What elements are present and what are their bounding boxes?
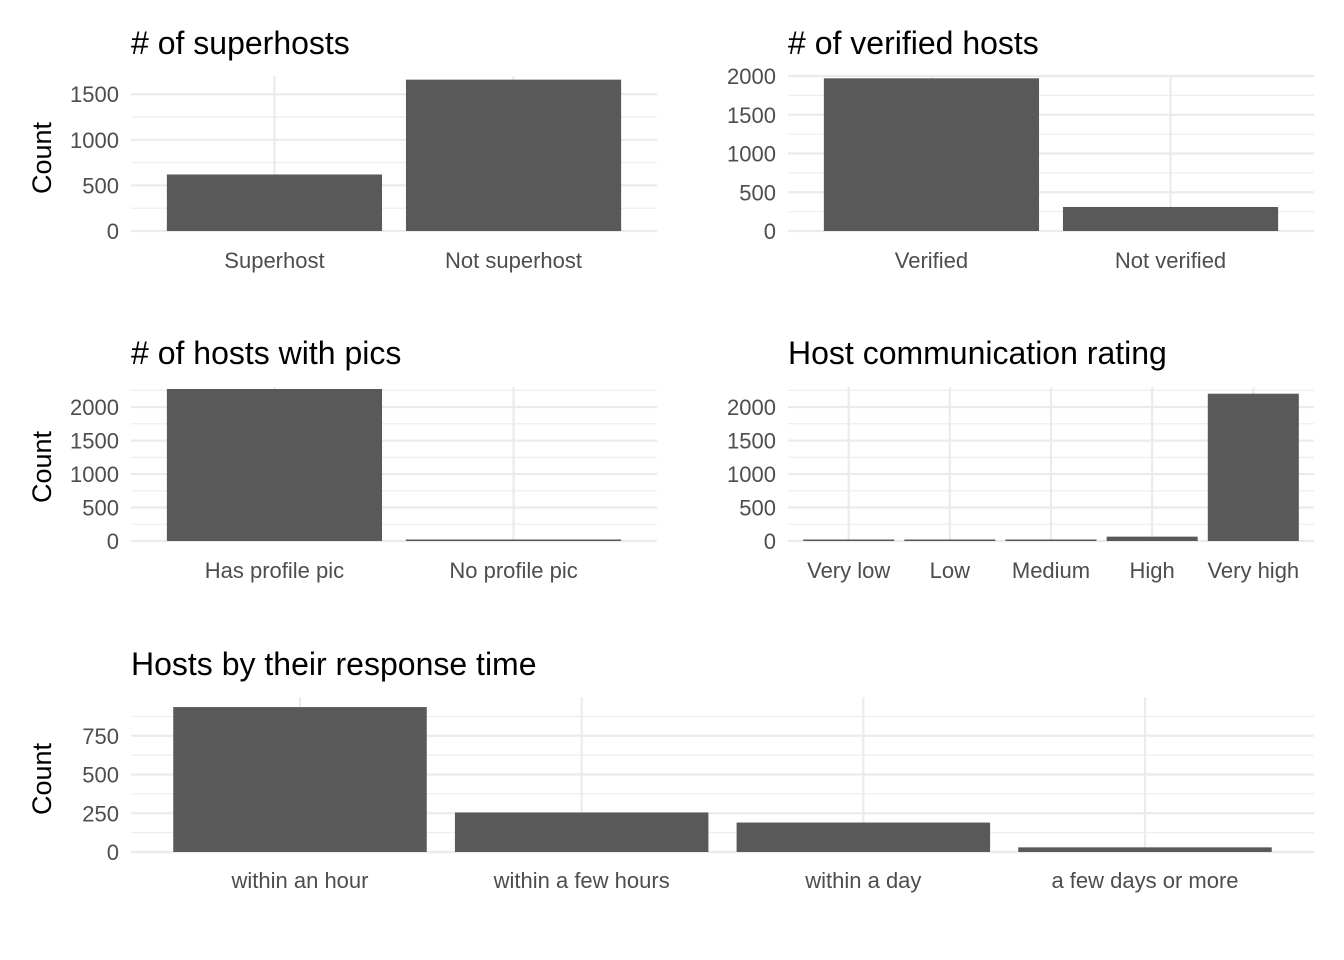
x-tick-label: High	[1130, 558, 1175, 583]
chart-title: # of superhosts	[131, 25, 350, 61]
x-tick-label: within an hour	[231, 868, 369, 893]
y-tick-label: 500	[82, 496, 119, 521]
bar	[405, 79, 622, 231]
x-tick-label: Very low	[807, 558, 890, 583]
y-tick-label: 500	[739, 180, 776, 205]
y-tick-label: 2000	[727, 64, 776, 89]
y-tick-label: 1500	[70, 429, 119, 454]
bar	[1207, 393, 1299, 541]
chart-panel-communication: Host communication rating 0 500 1000 1500 20…	[727, 335, 1314, 583]
y-tick-label: 1000	[727, 462, 776, 487]
y-tick-label: 500	[82, 173, 119, 198]
chart-panel-pics: # of hosts with pics Count 0 500 1000 1500 2…	[27, 335, 657, 583]
y-tick-label: 0	[764, 529, 776, 554]
bar	[166, 174, 383, 231]
x-tick-label: Verified	[895, 248, 968, 273]
bar	[1062, 206, 1279, 231]
chart-title: Host communication rating	[788, 335, 1167, 371]
bar	[736, 822, 991, 852]
x-tick-label: Has profile pic	[205, 558, 344, 583]
chart-title: Hosts by their response time	[131, 646, 537, 682]
y-tick-label: 2000	[727, 395, 776, 420]
x-tick-label: Low	[930, 558, 970, 583]
bar	[1005, 539, 1097, 541]
y-axis-label: Count	[27, 121, 57, 194]
x-tick-label: within a day	[804, 868, 921, 893]
bar	[823, 78, 1040, 231]
y-tick-label: 1500	[727, 103, 776, 128]
chart-title: # of verified hosts	[788, 25, 1039, 61]
y-tick-label: 2000	[70, 395, 119, 420]
y-tick-label: 0	[107, 840, 119, 865]
x-tick-label: Very high	[1207, 558, 1299, 583]
x-tick-label: No profile pic	[449, 558, 577, 583]
chart-panel-superhosts: # of superhosts Count 0 500 1000 1500 Superh…	[27, 25, 657, 273]
chart-panel-response: Hosts by their response time Count 0 250 5…	[27, 646, 1314, 893]
y-tick-label: 500	[82, 763, 119, 788]
bar	[405, 539, 622, 541]
bar	[1018, 847, 1272, 852]
x-tick-label: a few days or more	[1051, 868, 1238, 893]
x-tick-label: Not verified	[1115, 248, 1226, 273]
y-tick-label: 0	[107, 219, 119, 244]
y-tick-label: 500	[739, 496, 776, 521]
y-tick-label: 1000	[727, 142, 776, 167]
y-tick-label: 1000	[70, 462, 119, 487]
bar	[166, 389, 383, 541]
y-tick-label: 0	[107, 529, 119, 554]
y-tick-label: 0	[764, 219, 776, 244]
bar	[173, 707, 427, 852]
bar	[803, 539, 895, 541]
y-tick-label: 250	[82, 801, 119, 826]
y-axis-label: Count	[27, 742, 57, 815]
bar	[904, 539, 996, 541]
x-tick-label: Medium	[1012, 558, 1090, 583]
bar	[1106, 536, 1198, 541]
y-tick-label: 750	[82, 724, 119, 749]
chart-title: # of hosts with pics	[131, 335, 401, 371]
chart-panel-verified: # of verified hosts 0 500 1000 1500 2000 Veri…	[727, 25, 1314, 273]
y-tick-label: 1000	[70, 128, 119, 153]
y-tick-label: 1500	[70, 82, 119, 107]
x-tick-label: Superhost	[224, 248, 324, 273]
y-axis-label: Count	[27, 430, 57, 503]
x-tick-label: Not superhost	[445, 248, 582, 273]
x-tick-label: within a few hours	[493, 868, 670, 893]
bar	[454, 812, 709, 852]
y-tick-label: 1500	[727, 429, 776, 454]
